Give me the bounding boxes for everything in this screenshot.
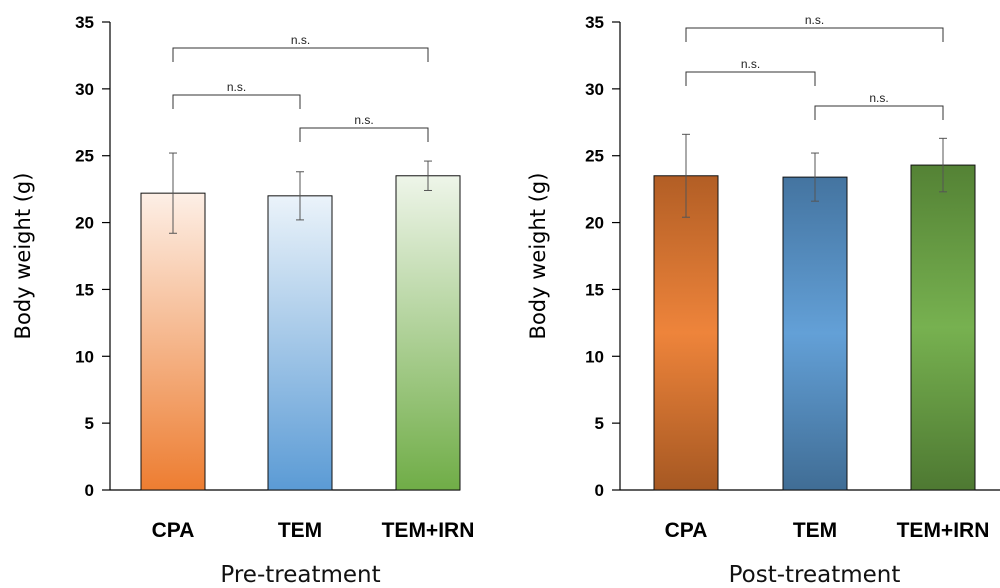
error-bar	[424, 160, 432, 191]
y-tick-label: 30	[585, 80, 604, 99]
error-bar	[811, 152, 819, 202]
bar-cpa	[653, 175, 719, 491]
significance-label: n.s.	[741, 57, 760, 71]
error-bar	[296, 171, 304, 221]
y-tick-label: 10	[585, 347, 604, 366]
y-tick-label: 10	[75, 347, 94, 366]
y-tick-label: 0	[595, 481, 604, 500]
significance-label: n.s.	[354, 113, 373, 127]
bar-cpa	[140, 192, 206, 491]
y-tick-label: 15	[585, 280, 604, 299]
y-tick-label: 30	[75, 80, 94, 99]
significance-label: n.s.	[805, 13, 824, 27]
error-bar	[682, 133, 690, 218]
y-tick-label: 35	[585, 13, 604, 32]
y-tick-label: 25	[75, 147, 94, 166]
significance-bracket: n.s.	[685, 57, 816, 86]
x-category-label: CPA	[665, 519, 708, 542]
y-axis-title: Body weight (g)	[526, 173, 550, 340]
x-category-label: TEM+IRN	[382, 519, 475, 542]
y-tick-label: 5	[85, 414, 94, 433]
significance-bracket: n.s.	[172, 33, 429, 62]
x-category-label: TEM+IRN	[897, 519, 990, 542]
bar-tem	[267, 195, 333, 491]
chart-panel-2: 0 5 10 15 20 25 30 35 CPA TEM TEM+IRN n.s. n.s. n.s. B…	[526, 13, 1000, 588]
panel-title: Pre-treatment	[220, 562, 380, 588]
y-axis-title: Body weight (g)	[11, 173, 35, 340]
y-tick-label: 20	[75, 214, 94, 233]
bar-tem-irn	[910, 164, 976, 491]
x-category-label: TEM	[793, 519, 837, 542]
panel-title: Post-treatment	[729, 562, 901, 588]
bar-tem	[782, 176, 848, 491]
significance-bracket: n.s.	[685, 13, 944, 42]
significance-bracket: n.s.	[172, 80, 301, 109]
bar-tem-irn	[395, 175, 461, 491]
y-tick-label: 0	[85, 481, 94, 500]
y-tick-label: 35	[75, 13, 94, 32]
x-category-label: TEM	[278, 519, 322, 542]
y-tick-label: 25	[585, 147, 604, 166]
y-tick-label: 15	[75, 280, 94, 299]
significance-label: n.s.	[227, 80, 246, 94]
significance-label: n.s.	[291, 33, 310, 47]
y-tick-label: 20	[585, 214, 604, 233]
error-bar	[169, 152, 177, 234]
y-tick-label: 5	[595, 414, 604, 433]
x-category-label: CPA	[152, 519, 195, 542]
chart-panel-1: 0 5 10 15 20 25 30 35 CPA TEM TEM+IRN n.s. n.s. n.s. B…	[11, 13, 474, 588]
error-bar	[939, 137, 947, 193]
significance-bracket: n.s.	[299, 113, 429, 142]
significance-label: n.s.	[869, 91, 888, 105]
significance-bracket: n.s.	[814, 91, 944, 120]
